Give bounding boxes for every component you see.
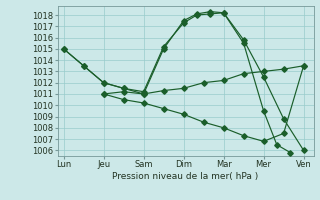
X-axis label: Pression niveau de la mer( hPa ): Pression niveau de la mer( hPa ) bbox=[112, 172, 259, 181]
